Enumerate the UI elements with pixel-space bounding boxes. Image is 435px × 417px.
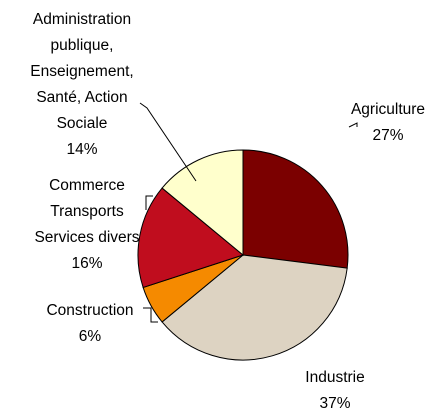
slice-label-text: Administration bbox=[32, 11, 132, 28]
slice-label: Commerce Transports Services divers 16% bbox=[34, 173, 139, 277]
slice-label: Administration publique, Enseignement, Sant… bbox=[30, 7, 133, 163]
slice-label-text: Construction bbox=[46, 302, 134, 319]
pie-slice bbox=[137, 187, 245, 289]
pie-slice bbox=[242, 149, 349, 269]
slice-label: Agriculture 27% bbox=[351, 97, 425, 149]
leader-line bbox=[145, 195, 153, 210]
leader-line bbox=[139, 102, 197, 182]
slice-label-text: Transports bbox=[50, 203, 124, 220]
slice-percent-label: 37% bbox=[319, 395, 351, 412]
slice-label-text: Agriculture bbox=[350, 101, 426, 118]
leader-line bbox=[348, 122, 358, 128]
slice-percent-label: 14% bbox=[66, 141, 98, 158]
slice-percent-label: 6% bbox=[78, 328, 102, 345]
slice-label-text: Industrie bbox=[305, 369, 365, 386]
leader-line bbox=[143, 307, 158, 323]
slice-label: Industrie 37% bbox=[305, 365, 364, 417]
slice-label-text: Sociale bbox=[56, 115, 108, 132]
pie-slice bbox=[161, 254, 348, 361]
slice-label-text: publique, bbox=[50, 37, 114, 54]
pie-slice bbox=[161, 149, 244, 257]
slice-percent-label: 27% bbox=[372, 127, 404, 144]
slice-percent-label: 16% bbox=[71, 255, 103, 272]
slice-label-text: Enseignement, bbox=[30, 63, 134, 80]
slice-label-text: Commerce bbox=[49, 177, 125, 194]
slice-label-text: Santé, Action bbox=[36, 89, 128, 106]
slice-label: Construction 6% bbox=[46, 298, 133, 350]
slice-label-text: Services divers bbox=[34, 229, 140, 246]
